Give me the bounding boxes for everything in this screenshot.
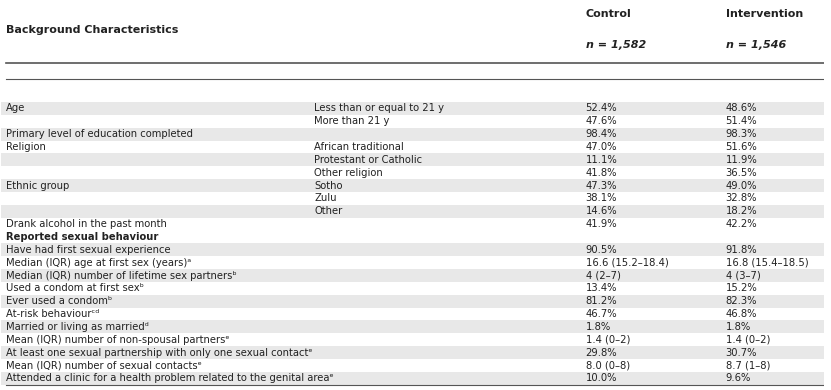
- Text: Have had first sexual experience: Have had first sexual experience: [6, 245, 170, 255]
- Text: 36.5%: 36.5%: [725, 168, 757, 178]
- Text: 30.7%: 30.7%: [725, 347, 757, 358]
- Text: 51.6%: 51.6%: [725, 142, 757, 152]
- Text: At-risk behaviourᶜᵈ: At-risk behaviourᶜᵈ: [6, 309, 99, 319]
- Text: 4 (3–7): 4 (3–7): [725, 271, 760, 280]
- Text: 8.0 (0–8): 8.0 (0–8): [586, 360, 630, 370]
- Text: 42.2%: 42.2%: [725, 219, 757, 229]
- Text: n = 1,582: n = 1,582: [586, 40, 646, 50]
- FancyBboxPatch shape: [2, 346, 824, 359]
- Text: Married or living as marriedᵈ: Married or living as marriedᵈ: [6, 322, 149, 332]
- Text: Other religion: Other religion: [314, 168, 383, 178]
- Text: 38.1%: 38.1%: [586, 193, 617, 204]
- Text: Mean (IQR) number of non-spousal partnersᵉ: Mean (IQR) number of non-spousal partner…: [6, 335, 229, 345]
- Text: 9.6%: 9.6%: [725, 373, 751, 383]
- Text: Mean (IQR) number of sexual contactsᵉ: Mean (IQR) number of sexual contactsᵉ: [6, 360, 201, 370]
- Text: 98.4%: 98.4%: [586, 129, 617, 139]
- Text: 41.9%: 41.9%: [586, 219, 617, 229]
- Text: Median (IQR) age at first sex (years)ᵃ: Median (IQR) age at first sex (years)ᵃ: [6, 258, 191, 268]
- Text: 91.8%: 91.8%: [725, 245, 757, 255]
- Text: 13.4%: 13.4%: [586, 284, 617, 293]
- Text: 52.4%: 52.4%: [586, 103, 617, 113]
- Text: 29.8%: 29.8%: [586, 347, 617, 358]
- FancyBboxPatch shape: [2, 243, 824, 256]
- Text: 10.0%: 10.0%: [586, 373, 617, 383]
- Text: 4 (2–7): 4 (2–7): [586, 271, 621, 280]
- Text: Other: Other: [314, 206, 342, 216]
- Text: 81.2%: 81.2%: [586, 296, 617, 306]
- Text: 32.8%: 32.8%: [725, 193, 757, 204]
- FancyBboxPatch shape: [2, 372, 824, 385]
- Text: Reported sexual behaviour: Reported sexual behaviour: [6, 232, 158, 242]
- Text: 1.4 (0–2): 1.4 (0–2): [586, 335, 630, 345]
- Text: 18.2%: 18.2%: [725, 206, 757, 216]
- FancyBboxPatch shape: [2, 128, 824, 141]
- Text: n = 1,546: n = 1,546: [725, 40, 786, 50]
- Text: Sotho: Sotho: [314, 181, 342, 191]
- FancyBboxPatch shape: [2, 102, 824, 115]
- FancyBboxPatch shape: [2, 321, 824, 333]
- Text: Drank alcohol in the past month: Drank alcohol in the past month: [6, 219, 166, 229]
- Text: 1.8%: 1.8%: [725, 322, 750, 332]
- Text: 47.6%: 47.6%: [586, 116, 617, 126]
- Text: Ever used a condomᵇ: Ever used a condomᵇ: [6, 296, 111, 306]
- Text: 90.5%: 90.5%: [586, 245, 617, 255]
- FancyBboxPatch shape: [2, 205, 824, 218]
- FancyBboxPatch shape: [2, 295, 824, 308]
- Text: 46.7%: 46.7%: [586, 309, 617, 319]
- Text: 11.9%: 11.9%: [725, 155, 757, 165]
- Text: Ethnic group: Ethnic group: [6, 181, 69, 191]
- FancyBboxPatch shape: [2, 179, 824, 192]
- Text: Religion: Religion: [6, 142, 46, 152]
- Text: 11.1%: 11.1%: [586, 155, 617, 165]
- FancyBboxPatch shape: [2, 269, 824, 282]
- Text: At least one sexual partnership with only one sexual contactᵉ: At least one sexual partnership with onl…: [6, 347, 312, 358]
- Text: 16.6 (15.2–18.4): 16.6 (15.2–18.4): [586, 258, 668, 268]
- Text: Background Characteristics: Background Characteristics: [6, 25, 178, 35]
- Text: 51.4%: 51.4%: [725, 116, 757, 126]
- Text: 8.7 (1–8): 8.7 (1–8): [725, 360, 770, 370]
- Text: 49.0%: 49.0%: [725, 181, 757, 191]
- Text: 14.6%: 14.6%: [586, 206, 617, 216]
- Text: 47.3%: 47.3%: [586, 181, 617, 191]
- Text: 15.2%: 15.2%: [725, 284, 757, 293]
- Text: 47.0%: 47.0%: [586, 142, 617, 152]
- Text: Age: Age: [6, 103, 25, 113]
- Text: Protestant or Catholic: Protestant or Catholic: [314, 155, 422, 165]
- Text: Used a condom at first sexᵇ: Used a condom at first sexᵇ: [6, 284, 144, 293]
- Text: African traditional: African traditional: [314, 142, 404, 152]
- Text: 46.8%: 46.8%: [725, 309, 757, 319]
- Text: Less than or equal to 21 y: Less than or equal to 21 y: [314, 103, 444, 113]
- Text: Control: Control: [586, 9, 632, 19]
- Text: More than 21 y: More than 21 y: [314, 116, 390, 126]
- Text: 1.8%: 1.8%: [586, 322, 611, 332]
- Text: Zulu: Zulu: [314, 193, 337, 204]
- Text: 41.8%: 41.8%: [586, 168, 617, 178]
- Text: Primary level of education completed: Primary level of education completed: [6, 129, 193, 139]
- Text: Attended a clinic for a health problem related to the genital areaᵉ: Attended a clinic for a health problem r…: [6, 373, 333, 383]
- FancyBboxPatch shape: [2, 153, 824, 166]
- Text: Intervention: Intervention: [725, 9, 803, 19]
- Text: 98.3%: 98.3%: [725, 129, 757, 139]
- Text: 82.3%: 82.3%: [725, 296, 757, 306]
- Text: Median (IQR) number of lifetime sex partnersᵇ: Median (IQR) number of lifetime sex part…: [6, 271, 236, 280]
- Text: 16.8 (15.4–18.5): 16.8 (15.4–18.5): [725, 258, 809, 268]
- Text: 48.6%: 48.6%: [725, 103, 757, 113]
- Text: 1.4 (0–2): 1.4 (0–2): [725, 335, 770, 345]
